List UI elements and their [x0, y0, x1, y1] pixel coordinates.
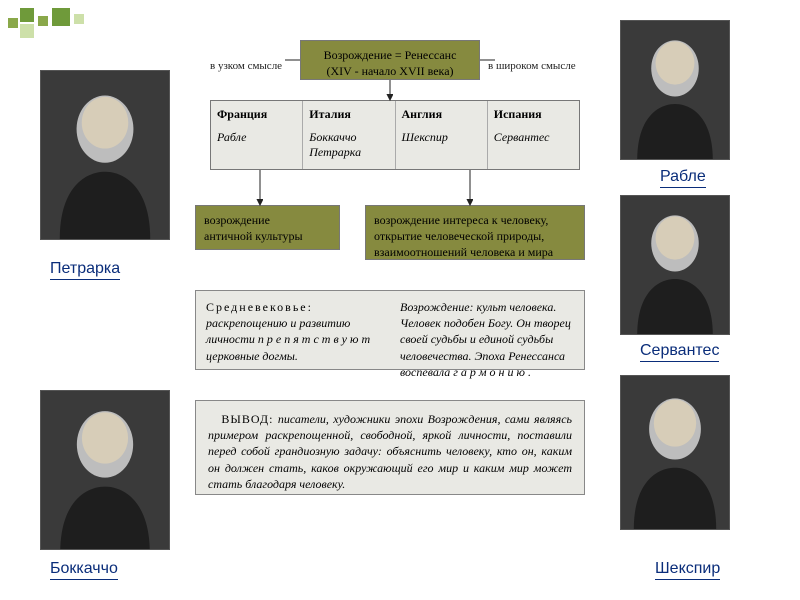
portrait-boccaccio	[40, 390, 170, 550]
diagram-title-line1: Возрождение = Ренессанс	[309, 47, 471, 63]
portrait-petrarka	[40, 70, 170, 240]
conclusion-lead: ВЫВОД:	[221, 412, 273, 426]
summary-medieval-lead: Средневековье:	[206, 300, 313, 314]
caption-shakespeare[interactable]: Шекспир	[655, 560, 720, 580]
country-column: Англия Шекспир	[396, 101, 488, 169]
portrait-shakespeare	[620, 375, 730, 530]
narrow-sense-text: возрождение античной культуры	[204, 213, 303, 243]
caption-petrarka[interactable]: Петрарка	[50, 260, 120, 280]
diagram-title-line2: (XIV - начало XVII века)	[309, 63, 471, 79]
summary-medieval: Средневековье: раскрепощению и развитию …	[196, 291, 390, 369]
summary-medieval-text: раскрепощению и развитию личности п р е …	[206, 316, 370, 362]
caption-cervantes[interactable]: Сервантес	[640, 342, 719, 362]
country-authors: Сервантес	[494, 130, 573, 145]
conclusion-box: ВЫВОД: писатели, художники эпохи Возрожд…	[195, 400, 585, 495]
wide-sense-text: возрождение интереса к человеку, открыти…	[374, 213, 553, 259]
summary-renaissance: Возрождение: культ человека. Человек под…	[390, 291, 584, 369]
side-label-left: в узком смысле	[210, 60, 282, 72]
diagram-title-box: Возрождение = Ренессанс (XIV - начало XV…	[300, 40, 480, 80]
wide-sense-box: возрождение интереса к человеку, открыти…	[365, 205, 585, 260]
summary-renaissance-lead: Возрождение:	[400, 300, 474, 314]
country-authors: Рабле	[217, 130, 296, 145]
portrait-rabelais	[620, 20, 730, 160]
country-column: Франция Рабле	[211, 101, 303, 169]
portrait-cervantes	[620, 195, 730, 335]
caption-rabelais[interactable]: Рабле	[660, 168, 706, 188]
country-name: Испания	[494, 107, 573, 122]
country-column: Италия Боккаччо Петрарка	[303, 101, 395, 169]
countries-box: Франция Рабле Италия Боккаччо Петрарка Англи…	[210, 100, 580, 170]
side-label-right: в широком смысле	[488, 60, 576, 72]
country-authors: Шекспир	[402, 130, 481, 145]
country-column: Испания Сервантес	[488, 101, 579, 169]
narrow-sense-box: возрождение античной культуры	[195, 205, 340, 250]
caption-boccaccio[interactable]: Боккаччо	[50, 560, 118, 580]
corner-decoration	[8, 8, 98, 38]
country-name: Италия	[309, 107, 388, 122]
country-authors: Боккаччо Петрарка	[309, 130, 388, 160]
country-name: Франция	[217, 107, 296, 122]
summary-pair-box: Средневековье: раскрепощению и развитию …	[195, 290, 585, 370]
country-name: Англия	[402, 107, 481, 122]
